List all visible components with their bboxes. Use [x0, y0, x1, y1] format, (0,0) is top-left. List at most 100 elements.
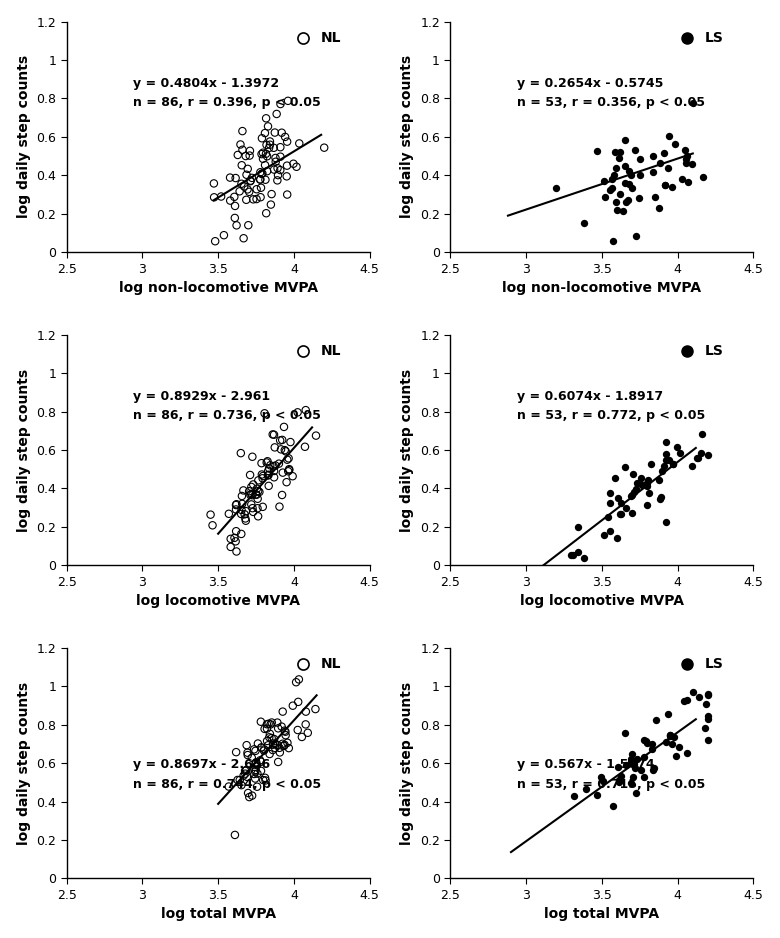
Point — [250, 182, 263, 197]
Point — [246, 488, 258, 503]
Point — [236, 124, 249, 139]
Point — [281, 134, 293, 149]
Point — [236, 176, 248, 191]
Point — [633, 190, 646, 205]
Point — [671, 440, 683, 455]
Point — [282, 735, 294, 750]
Point — [247, 477, 260, 492]
Point — [233, 773, 246, 788]
Point — [259, 126, 271, 141]
Point — [229, 210, 241, 225]
Point — [309, 702, 321, 717]
Point — [257, 471, 269, 486]
Point — [654, 489, 667, 504]
Point — [264, 717, 277, 732]
Point — [267, 743, 279, 758]
Point — [267, 427, 279, 442]
Point — [609, 144, 622, 159]
Point — [238, 179, 250, 194]
Point — [680, 692, 693, 707]
Point — [268, 427, 280, 442]
Text: LS: LS — [705, 657, 724, 671]
Point — [281, 187, 293, 202]
Point — [234, 137, 246, 152]
Point — [619, 726, 631, 741]
Point — [611, 203, 623, 218]
Point — [282, 451, 295, 466]
Point — [290, 674, 303, 689]
Point — [278, 443, 291, 458]
Point — [251, 501, 264, 516]
Point — [629, 481, 642, 496]
Point — [256, 166, 268, 181]
Text: n = 53, r = 0.356, p < 0.05: n = 53, r = 0.356, p < 0.05 — [517, 97, 705, 109]
Point — [659, 434, 672, 449]
Point — [658, 459, 671, 474]
Y-axis label: log daily step counts: log daily step counts — [400, 55, 414, 219]
Point — [281, 452, 293, 467]
Text: y = 0.4804x - 1.3972: y = 0.4804x - 1.3972 — [133, 77, 279, 90]
Point — [666, 180, 679, 195]
X-axis label: log total MVPA: log total MVPA — [544, 907, 659, 921]
Point — [250, 755, 262, 770]
Point — [666, 456, 679, 471]
Point — [591, 788, 604, 803]
Point — [637, 770, 650, 785]
Point — [257, 743, 270, 758]
Point — [279, 444, 292, 459]
Point — [596, 774, 608, 789]
Point — [662, 129, 675, 144]
Point — [627, 770, 640, 785]
Point — [680, 152, 693, 167]
Point — [604, 496, 616, 511]
Point — [239, 511, 252, 526]
Point — [269, 458, 282, 473]
Point — [239, 504, 252, 519]
Point — [235, 446, 247, 461]
Point — [604, 486, 616, 501]
Point — [599, 189, 612, 204]
Point — [241, 745, 254, 760]
Point — [236, 496, 248, 511]
Point — [239, 507, 251, 522]
Point — [262, 738, 275, 753]
Point — [635, 471, 647, 486]
Point — [271, 168, 284, 183]
Point — [702, 733, 714, 748]
Point — [265, 187, 278, 202]
Point — [206, 518, 218, 533]
Point — [255, 166, 268, 181]
Point — [633, 152, 646, 167]
Point — [278, 723, 291, 738]
Point — [659, 734, 672, 749]
Point — [661, 706, 674, 721]
Point — [265, 731, 278, 746]
Point — [629, 785, 642, 800]
Point — [261, 163, 273, 178]
Point — [267, 736, 279, 751]
Point — [633, 168, 646, 183]
Point — [290, 159, 303, 174]
Point — [262, 119, 275, 134]
Y-axis label: log daily step counts: log daily step counts — [400, 682, 414, 845]
Point — [626, 488, 639, 503]
Point — [229, 171, 242, 186]
Point — [264, 747, 276, 762]
Point — [279, 724, 292, 739]
Point — [276, 736, 289, 751]
Point — [629, 761, 641, 776]
Point — [257, 145, 269, 160]
Point — [232, 773, 244, 788]
Point — [611, 531, 623, 546]
Point — [634, 763, 647, 778]
Point — [255, 456, 268, 471]
Text: y = 0.8697x - 2.656: y = 0.8697x - 2.656 — [133, 758, 271, 771]
Point — [250, 743, 262, 758]
Point — [263, 730, 275, 745]
Point — [239, 766, 251, 781]
Point — [625, 751, 637, 766]
Point — [302, 725, 314, 740]
Point — [614, 144, 626, 159]
Point — [646, 736, 658, 751]
Point — [662, 160, 675, 175]
